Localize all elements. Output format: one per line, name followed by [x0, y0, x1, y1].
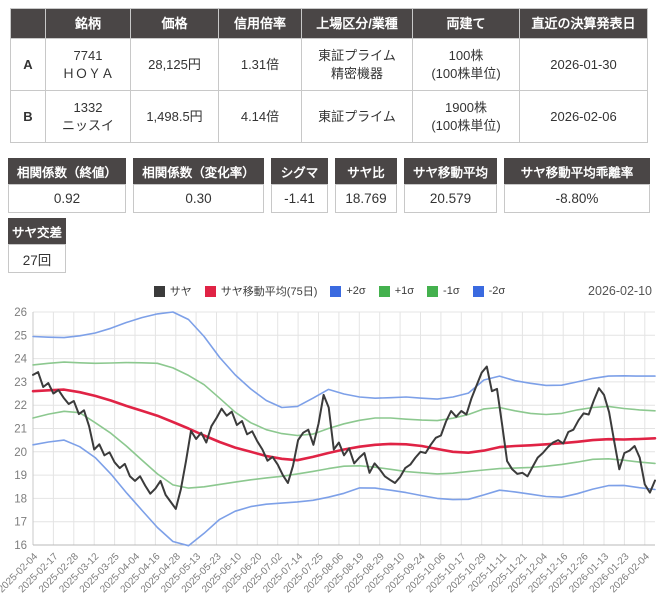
legend-label: +1σ — [394, 285, 415, 297]
stat-correlation-change: 相関係数（変化率） 0.30 — [133, 158, 264, 213]
legend-swatch-saya-icon — [153, 285, 165, 297]
svg-text:22: 22 — [14, 400, 27, 412]
svg-text:18: 18 — [14, 493, 27, 505]
svg-text:19: 19 — [14, 470, 27, 482]
stock-b-hedge-shares: 1900株 (100株単位) — [412, 90, 520, 143]
stat-sigma: シグマ -1.41 — [271, 158, 328, 213]
saya-spread-chart: 16171819202122232425262025-02-042025-02-… — [0, 307, 657, 595]
chart-legend: サヤ サヤ移動平均(75日) +2σ +1σ -1σ -2σ — [0, 283, 659, 299]
legend-item-moving-average: サヤ移動平均(75日) — [204, 283, 318, 299]
stock-b-market-sector: 東証プライム — [301, 90, 413, 143]
pair-info-table: 銘柄 価格 信用倍率 上場区分/業種 両建て 直近の決算発表日 A 7741 Ｈ… — [10, 8, 648, 143]
stock-b-price: 1,498.5円 — [130, 90, 219, 143]
stat-correlation-close: 相関係数（終値） 0.92 — [8, 158, 126, 213]
stat-value: 27回 — [8, 244, 66, 273]
legend-label: -1σ — [443, 285, 460, 297]
legend-label: サヤ移動平均(75日) — [220, 286, 318, 298]
legend-item-minus2sigma: -2σ — [472, 285, 506, 297]
stock-a-price: 28,125円 — [130, 38, 219, 91]
stock-b-margin-ratio: 4.14倍 — [218, 90, 302, 143]
stat-value: -1.41 — [271, 184, 328, 213]
svg-text:16: 16 — [14, 540, 27, 552]
legend-label: +2σ — [346, 285, 366, 297]
table-row-stock-a: A 7741 ＨＯＹＡ 28,125円 1.31倍 東証プライム 精密機器 10… — [10, 38, 648, 91]
column-header-symbol: 銘柄 — [45, 8, 131, 39]
stat-saya-ratio: サヤ比 18.769 — [335, 158, 397, 213]
svg-text:24: 24 — [14, 354, 27, 366]
stock-b-symbol: 1332 ニッスイ — [45, 90, 131, 143]
svg-text:21: 21 — [14, 424, 27, 436]
svg-text:26: 26 — [14, 307, 27, 319]
legend-item-plus1sigma: +1σ — [378, 285, 415, 297]
row-label-a: A — [10, 38, 46, 91]
stock-a-market-sector: 東証プライム 精密機器 — [301, 38, 413, 91]
legend-label: -2σ — [488, 285, 506, 297]
legend-item-minus1sigma: -1σ — [427, 285, 460, 297]
legend-label: サヤ — [169, 286, 192, 298]
stat-value: 20.579 — [404, 184, 497, 213]
stat-label: サヤ比 — [335, 158, 397, 184]
stock-a-earnings-date: 2026-01-30 — [519, 38, 648, 91]
column-header-margin-ratio: 信用倍率 — [218, 8, 302, 39]
stock-a-hedge-shares: 100株 (100株単位) — [412, 38, 520, 91]
stat-label: 相関係数（変化率） — [133, 158, 264, 184]
stat-value: -8.80% — [504, 184, 650, 213]
table-row-stock-b: B 1332 ニッスイ 1,498.5円 4.14倍 東証プライム 1900株 … — [10, 90, 648, 143]
column-header-earnings-date: 直近の決算発表日 — [519, 8, 648, 39]
stat-saya-cross: サヤ交差 27回 — [8, 218, 66, 273]
stat-value: 0.92 — [8, 184, 126, 213]
svg-text:23: 23 — [14, 377, 27, 389]
column-header-price: 価格 — [130, 8, 219, 39]
pair-table-header-row: 銘柄 価格 信用倍率 上場区分/業種 両建て 直近の決算発表日 — [10, 8, 648, 39]
stat-saya-moving-average: サヤ移動平均 20.579 — [404, 158, 497, 213]
legend-swatch-minus2sigma-icon — [472, 285, 484, 297]
legend-swatch-plus1sigma-icon — [378, 285, 390, 297]
stat-value: 0.30 — [133, 184, 264, 213]
chart-date-label: 2026-02-10 — [588, 284, 652, 298]
stat-value: 18.769 — [335, 184, 397, 213]
legend-swatch-plus2sigma-icon — [330, 285, 342, 297]
svg-text:17: 17 — [14, 517, 27, 529]
legend-swatch-minus1sigma-icon — [427, 285, 439, 297]
column-header-market-sector: 上場区分/業種 — [301, 8, 413, 39]
column-header-hedge-shares: 両建て — [412, 8, 520, 39]
statistics-row: 相関係数（終値） 0.92 相関係数（変化率） 0.30 シグマ -1.41 サ… — [8, 158, 650, 213]
stock-b-earnings-date: 2026-02-06 — [519, 90, 648, 143]
stat-ma-deviation-rate: サヤ移動平均乖離率 -8.80% — [504, 158, 650, 213]
stat-label: シグマ — [271, 158, 328, 184]
svg-text:20: 20 — [14, 447, 27, 459]
svg-text:25: 25 — [14, 330, 27, 342]
stat-label: サヤ移動平均乖離率 — [504, 158, 650, 184]
stat-label: サヤ交差 — [8, 218, 66, 244]
stock-a-symbol: 7741 ＨＯＹＡ — [45, 38, 131, 91]
legend-item-saya: サヤ — [153, 283, 192, 299]
stat-label: 相関係数（終値） — [8, 158, 126, 184]
stock-a-margin-ratio: 1.31倍 — [218, 38, 302, 91]
legend-item-plus2sigma: +2σ — [330, 285, 366, 297]
column-header-blank — [10, 8, 46, 39]
legend-swatch-ma-icon — [204, 285, 216, 297]
row-label-b: B — [10, 90, 46, 143]
stat-label: サヤ移動平均 — [404, 158, 497, 184]
